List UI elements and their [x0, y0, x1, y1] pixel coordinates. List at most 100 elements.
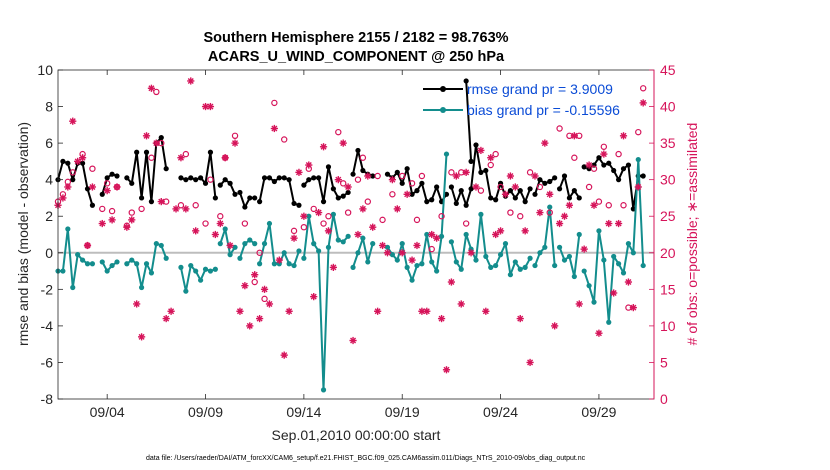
assimilated-obs-stroke — [330, 264, 337, 271]
assimilated-obs-marker — [506, 172, 515, 180]
assimilated-obs-marker — [442, 366, 451, 374]
bias-point — [591, 299, 597, 305]
assimilated-obs-stroke — [305, 162, 312, 169]
assimilated-obs-marker — [472, 183, 480, 191]
assimilated-obs-stroke — [571, 132, 578, 139]
rmse-point — [320, 199, 327, 205]
assimilated-obs-marker — [251, 271, 259, 279]
assimilated-obs-stroke — [418, 308, 425, 315]
assimilated-obs-stroke — [182, 205, 189, 212]
possible-obs-marker — [359, 154, 367, 161]
possible-obs-marker — [507, 209, 514, 216]
bias-point — [611, 253, 617, 260]
assimilated-obs-marker — [113, 183, 121, 191]
bias-point — [596, 228, 602, 234]
assimilated-obs-stroke — [354, 231, 361, 238]
assimilated-obs-marker — [447, 278, 455, 286]
rmse-point — [296, 202, 302, 208]
assimilated-obs-marker — [319, 143, 328, 151]
assimilated-obs-marker — [457, 300, 465, 308]
assimilated-obs-stroke — [448, 279, 455, 286]
assimilated-obs-stroke — [266, 300, 273, 307]
bias-point — [311, 241, 317, 247]
bias-point — [237, 255, 243, 261]
assimilated-obs-marker — [496, 227, 505, 235]
bias-line — [238, 239, 256, 259]
rmse-point — [468, 158, 474, 164]
y-tick-label: 4 — [45, 172, 53, 188]
possible-obs-marker — [546, 209, 553, 216]
assimilated-obs-stroke — [453, 172, 460, 180]
rmse-point — [429, 197, 435, 203]
assimilated-obs-stroke — [477, 147, 484, 154]
rmse-point — [252, 195, 258, 201]
bias-point — [458, 266, 464, 272]
possible-obs-marker — [217, 213, 224, 220]
rmse-point — [384, 171, 391, 177]
footnote: data file: /Users/raeder/DAI/ATM_forcXX/… — [146, 455, 586, 462]
assimilated-obs-marker — [324, 227, 333, 235]
assimilated-obs-stroke — [295, 169, 302, 176]
possible-obs-marker — [517, 213, 524, 220]
rmse-point — [434, 184, 440, 190]
y-tick-label: -4 — [41, 318, 54, 334]
x-tick-label: 09/19 — [385, 404, 420, 420]
assimilated-obs-marker — [565, 201, 574, 209]
assimilated-obs-stroke — [487, 154, 494, 161]
assimilated-obs-stroke — [600, 151, 607, 158]
assimilated-obs-marker — [265, 300, 274, 308]
assimilated-obs-marker — [246, 322, 254, 330]
assimilated-obs-marker — [477, 146, 485, 155]
rmse-point — [281, 175, 287, 181]
bias-point — [552, 262, 558, 269]
assimilated-obs-marker — [452, 172, 460, 180]
assimilated-obs-marker — [605, 219, 613, 228]
assimilated-obs-stroke — [468, 249, 475, 256]
assimilated-obs-marker — [634, 183, 642, 191]
rmse-point — [134, 149, 140, 155]
rmse-point — [370, 173, 376, 179]
rmse-point — [188, 175, 194, 181]
rmse-point — [404, 166, 410, 172]
bias-point — [134, 261, 140, 267]
rmse-point — [419, 180, 425, 186]
bias-point — [507, 272, 514, 278]
assimilated-obs-stroke — [507, 172, 514, 180]
bias-point — [271, 261, 277, 267]
assimilated-obs-marker — [590, 201, 598, 209]
assimilated-obs-stroke — [163, 315, 170, 322]
bias-point — [143, 261, 150, 267]
bias-point — [163, 255, 169, 261]
rmse-point — [556, 186, 563, 192]
assimilated-obs-stroke — [551, 322, 558, 329]
assimilated-obs-stroke — [541, 140, 548, 147]
assimilated-obs-marker — [137, 333, 146, 341]
bias-point — [89, 261, 96, 267]
assimilated-obs-stroke — [177, 154, 184, 161]
possible-obs-marker — [281, 136, 288, 143]
assimilated-obs-stroke — [595, 330, 602, 337]
assimilated-obs-marker — [74, 157, 82, 165]
possible-obs-marker — [103, 180, 111, 187]
assimilated-obs-marker — [413, 241, 421, 250]
rmse-point — [212, 195, 218, 201]
assimilated-obs-stroke — [104, 187, 111, 194]
bias-point — [138, 284, 145, 291]
possible-obs-marker — [300, 223, 308, 231]
assimilated-obs-stroke — [399, 249, 406, 256]
rmse-point — [394, 169, 400, 175]
rmse-point — [60, 158, 66, 164]
assimilated-obs-stroke — [320, 143, 327, 150]
bias-point — [261, 241, 268, 247]
rmse-point — [237, 189, 243, 196]
possible-obs-marker — [536, 183, 544, 191]
bias-point — [512, 259, 518, 265]
assimilated-obs-stroke — [192, 227, 199, 234]
rmse-point — [615, 177, 622, 183]
assimilated-obs-stroke — [635, 183, 642, 190]
bias-point — [414, 262, 420, 269]
bias-point — [635, 156, 641, 163]
possible-obs-marker — [438, 213, 445, 220]
bias-point — [70, 284, 76, 291]
possible-obs-marker — [477, 187, 485, 194]
